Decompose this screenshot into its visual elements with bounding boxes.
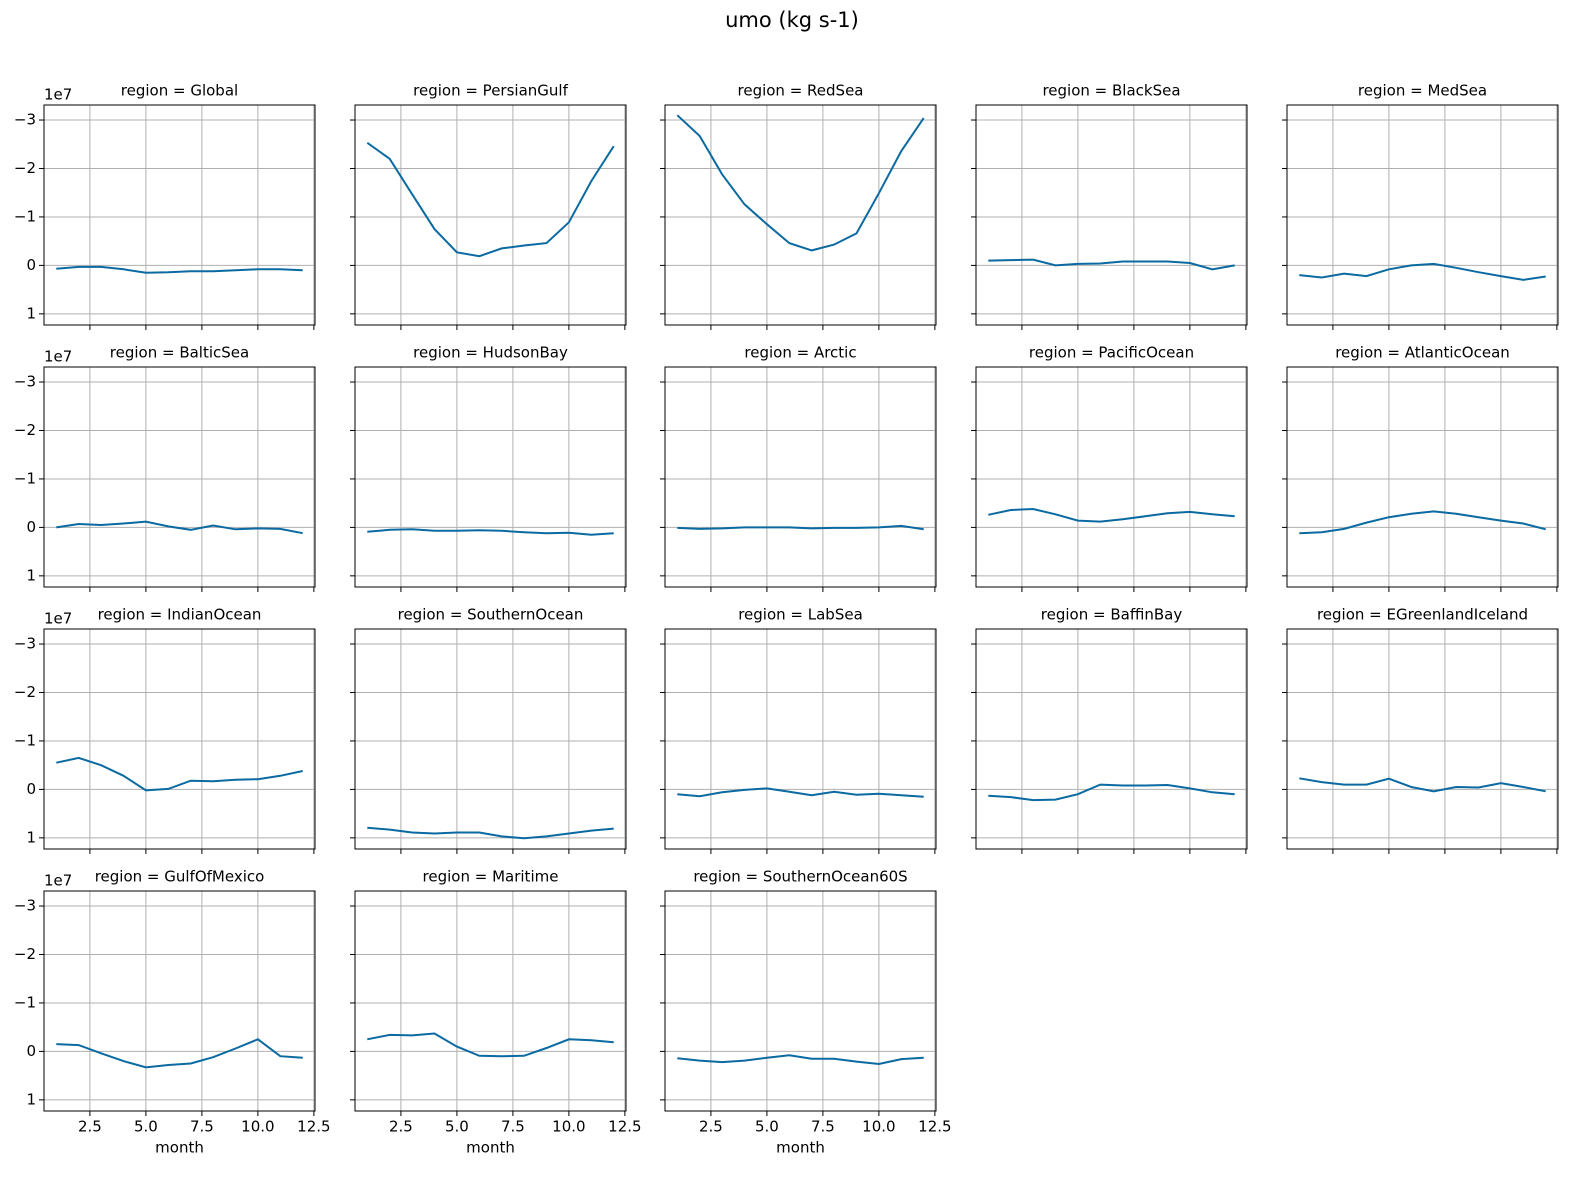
x-tick-label: 10.0 [552,1118,585,1136]
panel-title: region = PacificOcean [1029,344,1194,362]
panel-title: region = BalticSea [110,344,249,362]
x-tick-label: 2.5 [78,1118,102,1136]
y-tick-label: −3 [14,111,36,129]
axes-frame [1286,628,1559,850]
x-tick-label: 12.5 [608,1118,641,1136]
y-tick-label: 0 [26,1042,36,1060]
axes-frame [43,628,316,850]
series-line [1299,777,1546,793]
series-line [56,520,303,535]
axes-frame [354,104,627,326]
y-tick-label: −2 [14,683,36,701]
axes-frame [975,366,1248,588]
y-tick-label: 1 [26,304,36,322]
panel-title: region = SouthernOcean60S [693,868,907,886]
axes-frame [664,104,937,326]
y-tick-label: −1 [14,469,36,487]
axes-frame [354,628,627,850]
series-line [677,1054,924,1066]
panel-title: region = EGreenlandIceland [1317,606,1528,624]
panel-title: region = BaffinBay [1041,606,1183,624]
axes-frame [1286,366,1559,588]
series-line [1299,262,1546,281]
axes-frame [1286,104,1559,326]
series-line [367,826,614,840]
y-tick-label: −2 [14,945,36,963]
series-line [367,528,614,536]
figure-title: umo (kg s-1) [725,8,859,32]
x-tick-label: 5.0 [755,1118,779,1136]
panel-title: region = HudsonBay [413,344,568,362]
axes-frame [354,890,627,1112]
axes-frame [664,890,937,1112]
x-tick-label: 10.0 [241,1118,274,1136]
series-line [56,756,303,792]
panel-title: region = AtlanticOcean [1335,344,1510,362]
x-tick-label: 12.5 [918,1118,951,1136]
y-offset-label: 1e7 [44,872,72,890]
y-tick-label: 0 [26,780,36,798]
series-line [988,507,1235,523]
y-tick-label: 1 [26,828,36,846]
y-tick-label: 0 [26,256,36,274]
axes-frame [975,628,1248,850]
axes-frame [43,104,316,326]
series-line [988,783,1235,802]
panel-title: region = Maritime [423,868,559,886]
y-offset-label: 1e7 [44,348,72,366]
x-tick-label: 10.0 [862,1118,895,1136]
panel-title: region = Arctic [744,344,856,362]
panel-title: region = PersianGulf [413,82,568,100]
panel-title: region = GulfOfMexico [95,868,265,886]
x-axis-label: month [466,1139,515,1157]
series-line [677,524,924,531]
axes-frame [43,366,316,588]
series-line [1299,510,1546,535]
panel-title: region = IndianOcean [98,606,262,624]
x-tick-label: 7.5 [811,1118,835,1136]
panel-title: region = LabSea [738,606,863,624]
y-tick-label: −3 [14,635,36,653]
y-tick-label: 1 [26,566,36,584]
y-tick-label: −3 [14,897,36,915]
y-tick-label: −2 [14,159,36,177]
panel-title: region = Global [121,82,238,100]
y-tick-label: −1 [14,207,36,225]
panel-title: region = RedSea [738,82,864,100]
series-line [677,787,924,798]
x-tick-label: 5.0 [445,1118,469,1136]
x-tick-label: 5.0 [134,1118,158,1136]
axes-frame [975,104,1248,326]
y-offset-label: 1e7 [44,610,72,628]
y-tick-label: 1 [26,1090,36,1108]
y-tick-label: −1 [14,993,36,1011]
x-tick-label: 12.5 [297,1118,330,1136]
axes-frame [664,366,937,588]
y-tick-label: −2 [14,421,36,439]
series-line [56,1038,303,1069]
panel-title: region = BlackSea [1042,82,1180,100]
x-axis-label: month [776,1139,825,1157]
series-line [56,265,303,274]
series-line [366,141,615,258]
x-tick-label: 7.5 [501,1118,525,1136]
series-line [676,114,925,252]
x-axis-label: month [155,1139,204,1157]
y-offset-label: 1e7 [44,86,72,104]
panel-title: region = SouthernOcean [398,606,584,624]
x-tick-label: 2.5 [699,1118,723,1136]
y-tick-label: −1 [14,731,36,749]
axes-frame [354,366,627,588]
axes-frame [43,890,316,1112]
y-tick-label: 0 [26,518,36,536]
x-tick-label: 7.5 [190,1118,214,1136]
series-line [988,258,1235,271]
series-line [367,1032,614,1058]
x-tick-label: 2.5 [389,1118,413,1136]
axes-frame [664,628,937,850]
panel-title: region = MedSea [1358,82,1487,100]
y-tick-label: −3 [14,373,36,391]
